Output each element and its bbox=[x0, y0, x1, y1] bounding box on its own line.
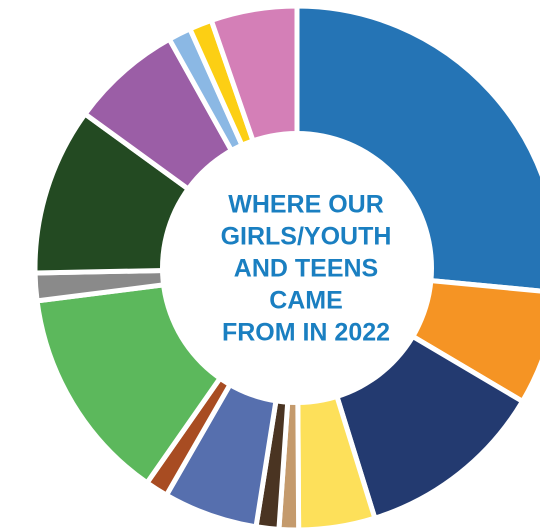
chart-title: WHERE OUR GIRLS/YOUTH AND TEENS CAME FROM IN… bbox=[221, 191, 392, 347]
chart-title-line: GIRLS/YOUTH bbox=[221, 223, 392, 251]
chart-title-line: WHERE OUR bbox=[228, 191, 384, 219]
chart-title-line: AND TEENS bbox=[234, 255, 378, 283]
donut-hole bbox=[160, 131, 434, 405]
chart-title-line: CAME bbox=[269, 287, 343, 315]
chart-title-line: FROM IN 2022 bbox=[222, 319, 390, 347]
